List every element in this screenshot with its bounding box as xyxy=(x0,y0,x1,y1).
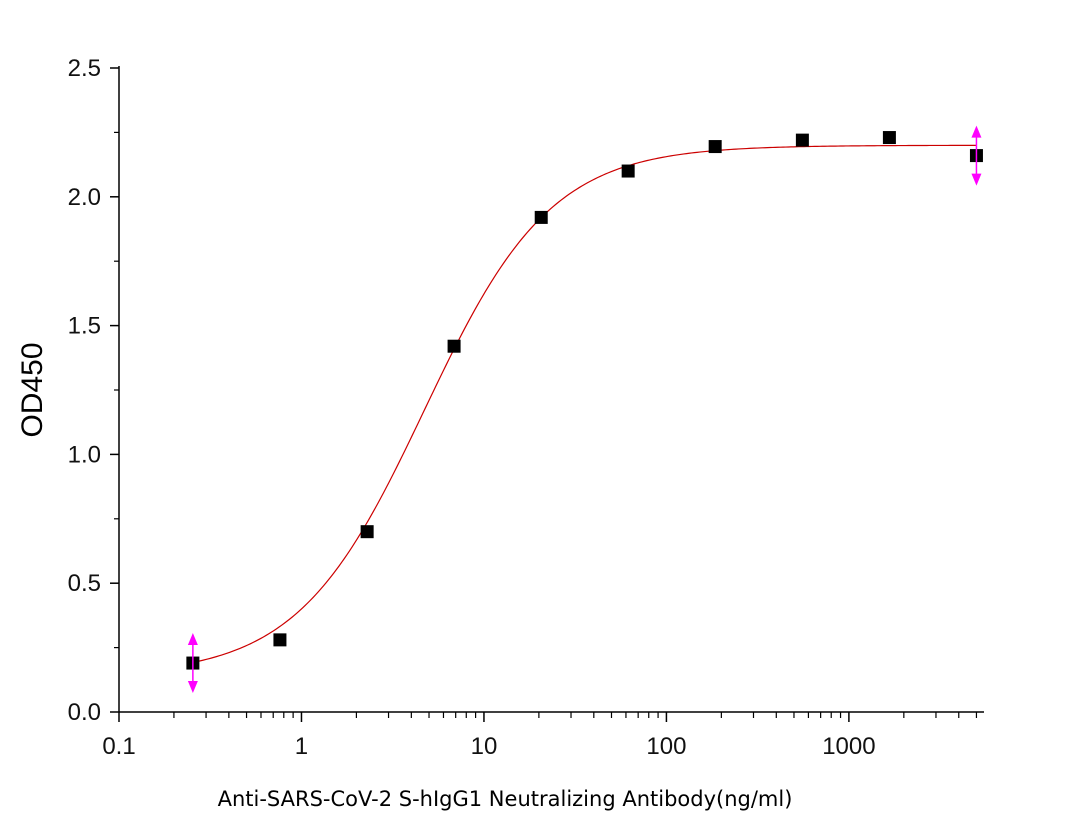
x-tick-label: 1000 xyxy=(822,733,875,760)
data-point xyxy=(447,339,461,353)
double-arrow-annotation xyxy=(971,125,982,186)
y-tick-label: 0.0 xyxy=(68,699,101,726)
data-point xyxy=(708,140,722,154)
data-point xyxy=(621,164,635,178)
data-point xyxy=(882,131,896,145)
fit-curve-group xyxy=(192,144,977,664)
arrow-head-up xyxy=(187,633,198,646)
data-point xyxy=(534,210,548,224)
x-axis-title: Anti-SARS-CoV-2 S-hIgG1 Neutralizing Ant… xyxy=(218,787,793,811)
y-tick-label: 1.0 xyxy=(68,441,101,468)
arrow-head-down xyxy=(971,173,982,186)
y-tick-label: 0.5 xyxy=(68,570,101,597)
arrow-head-up xyxy=(971,125,982,138)
x-tick-label: 100 xyxy=(646,733,686,760)
data-point xyxy=(360,525,374,539)
data-point xyxy=(795,133,809,147)
x-tick-label: 10 xyxy=(471,733,498,760)
double-arrow-annotation xyxy=(187,633,198,694)
y-tick-label: 1.5 xyxy=(68,313,101,340)
axes: 0.0 0.5 1.0 1.5 2.0 2.5 0.1 1 10 100 1000 xyxy=(68,55,984,760)
y-axis-title: OD450 xyxy=(16,342,49,437)
data-point xyxy=(273,633,287,647)
range-arrows xyxy=(187,125,982,694)
x-tick-label: 1 xyxy=(295,733,308,760)
fit-curve xyxy=(192,144,977,664)
y-tick-label: 2.5 xyxy=(68,55,101,82)
data-points xyxy=(186,131,983,670)
arrow-head-down xyxy=(187,681,198,694)
y-tick-label: 2.0 xyxy=(68,184,101,211)
x-tick-label: 0.1 xyxy=(102,733,135,760)
